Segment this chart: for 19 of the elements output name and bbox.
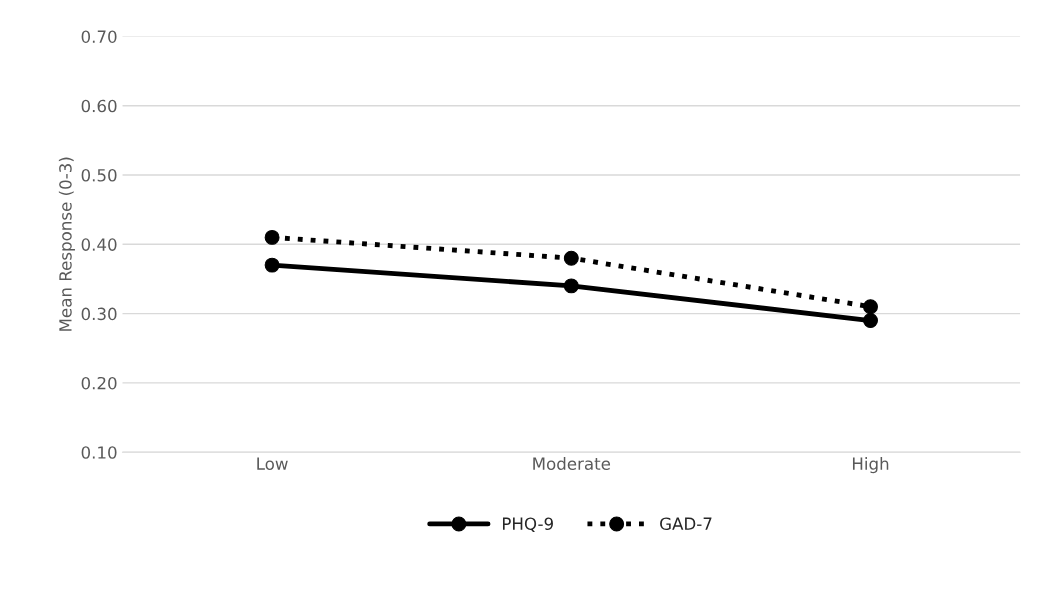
y-tick-label: 0.10 xyxy=(81,446,117,459)
legend-label: GAD-7 xyxy=(660,517,712,531)
point xyxy=(264,229,280,245)
point xyxy=(863,313,878,329)
y-tick-label: 0.60 xyxy=(81,99,117,113)
y-axis-title: Mean Response (0-3) xyxy=(58,157,75,331)
y-tick-label: 0.40 xyxy=(81,238,117,251)
legend-label: PHQ-9 xyxy=(502,517,553,532)
y-tick-label: 0.30 xyxy=(81,307,117,321)
x-tick-label: High xyxy=(852,457,889,474)
x-tick-label: Moderate xyxy=(533,457,611,470)
y-tick-label: 0.50 xyxy=(81,168,117,182)
point xyxy=(863,299,878,315)
x-tick-label: Low xyxy=(257,457,288,470)
point xyxy=(264,257,280,273)
y-tick-label: 0.70 xyxy=(81,30,117,43)
point xyxy=(563,250,579,266)
y-tick-label: 0.20 xyxy=(81,376,117,390)
point xyxy=(563,278,579,294)
